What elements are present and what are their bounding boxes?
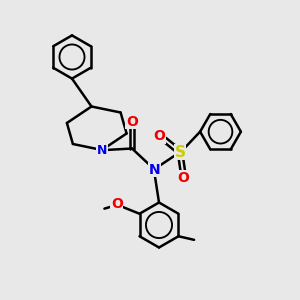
Text: O: O xyxy=(111,197,123,211)
Text: O: O xyxy=(178,171,190,185)
Text: N: N xyxy=(97,143,107,157)
Text: N: N xyxy=(149,163,160,176)
Text: O: O xyxy=(126,115,138,129)
Text: O: O xyxy=(153,129,165,143)
Text: S: S xyxy=(175,145,185,160)
